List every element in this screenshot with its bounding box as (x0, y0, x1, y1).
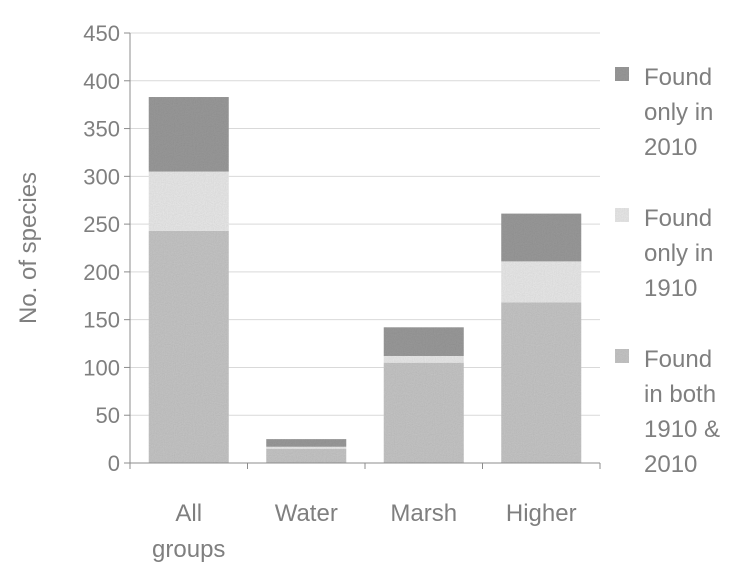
bar-segment (501, 213, 582, 262)
bar-segment (266, 439, 347, 447)
x-category-label: Higher (506, 500, 577, 527)
bar-segment (383, 327, 464, 356)
legend-swatch (615, 208, 629, 222)
bar-segment (383, 362, 464, 463)
y-tick-label: 100 (83, 355, 120, 380)
bar-segment (501, 261, 582, 303)
y-tick-label: 200 (83, 260, 120, 285)
legend-label: Found only in 1910 (644, 205, 713, 302)
legend-swatch (615, 349, 629, 363)
x-category-label: All groups (152, 500, 225, 563)
legend-label: Found only in 2010 (644, 64, 713, 161)
y-tick-labels: 0 50 100 150 200 250 300 350 400 450 (83, 21, 120, 476)
bar-segment (266, 446, 347, 449)
bar-segment (148, 171, 229, 231)
y-tick-label: 300 (83, 164, 120, 189)
bar-segment (266, 448, 347, 463)
bar-segment (501, 302, 582, 463)
axes (124, 32, 601, 469)
x-category-label: Marsh (390, 500, 457, 527)
x-category-labels: All groups Water Marsh Higher (152, 500, 577, 563)
y-tick-label: 50 (96, 403, 120, 428)
x-category-label: Water (275, 500, 338, 527)
bar-segment (383, 355, 464, 363)
legend: Found only in 2010 Found only in 1910 Found in … (615, 64, 720, 478)
y-tick-label: 350 (83, 117, 120, 142)
bars (148, 97, 582, 463)
y-tick-label: 400 (83, 69, 120, 94)
bar-segment (148, 97, 229, 172)
legend-label: Found in both 1910 & 2010 (644, 346, 720, 478)
y-tick-label: 150 (83, 308, 120, 333)
y-tick-label: 250 (83, 212, 120, 237)
y-tick-label: 0 (108, 451, 120, 476)
bar-segment (148, 230, 229, 463)
legend-swatch (615, 67, 629, 81)
y-axis-label: No. of species (15, 172, 42, 324)
y-tick-label: 450 (83, 21, 120, 46)
